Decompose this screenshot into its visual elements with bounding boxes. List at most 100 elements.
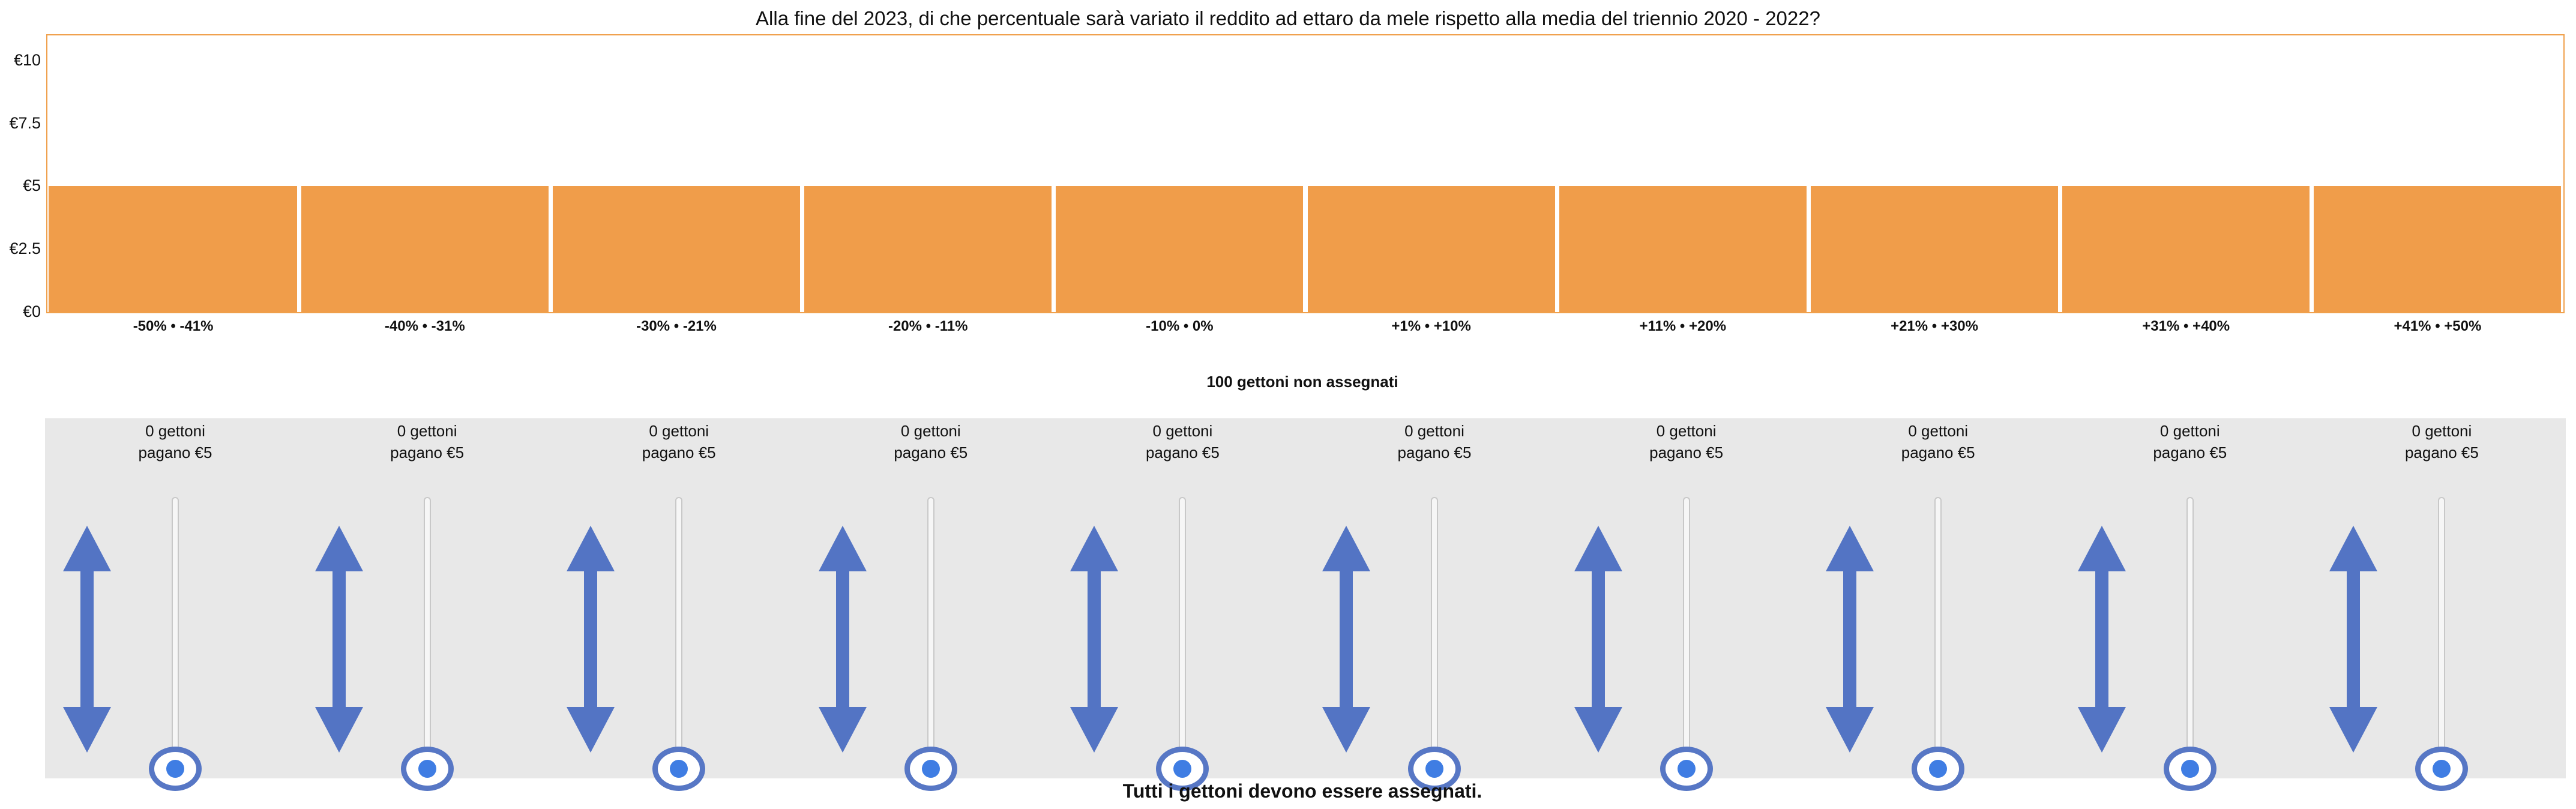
slider-track[interactable] xyxy=(2438,497,2446,756)
slider-track[interactable] xyxy=(1431,497,1438,756)
plot-area xyxy=(46,34,2565,313)
token-count-label: 0 gettoni xyxy=(1656,422,1717,440)
up-down-arrow-icon xyxy=(63,526,111,753)
up-down-arrow-icon xyxy=(818,526,867,753)
x-tick-label: -10% • 0% xyxy=(1146,318,1214,334)
x-tick-label: -20% • -11% xyxy=(888,318,968,334)
x-tick-label: +41% • +50% xyxy=(2394,318,2482,334)
slider-thumb[interactable] xyxy=(904,747,957,791)
slider-track[interactable] xyxy=(172,497,179,756)
token-count-label: 0 gettoni xyxy=(1908,422,1969,440)
x-tick-label: -50% • -41% xyxy=(133,318,214,334)
bar xyxy=(804,186,1052,312)
slider-thumb-dot xyxy=(670,760,688,778)
validation-message: Tutti i gettoni devono essere assegnati. xyxy=(1122,780,1482,802)
payout-label: pagano €5 xyxy=(642,444,716,462)
slider-info: 0 gettoni pagano €5 xyxy=(1362,420,1506,463)
question-title: Alla fine del 2023, di che percentuale s… xyxy=(756,7,1820,29)
slider-track[interactable] xyxy=(1682,497,1690,756)
payout-label: pagano €5 xyxy=(2404,444,2479,462)
x-tick-label: +11% • +20% xyxy=(1639,318,1727,334)
slider-info: 0 gettoni pagano €5 xyxy=(859,420,1003,463)
x-tick-label: +31% • +40% xyxy=(2142,318,2230,334)
slider-thumb[interactable] xyxy=(400,747,454,791)
slider-thumb[interactable] xyxy=(652,747,706,791)
payout-label: pagano €5 xyxy=(1649,444,1724,462)
slider-thumb[interactable] xyxy=(1912,747,1965,791)
slider-track[interactable] xyxy=(1179,497,1187,756)
x-tick-label: -40% • -31% xyxy=(384,318,465,334)
slider-info: 0 gettoni pagano €5 xyxy=(355,420,499,463)
slider-thumb-dot xyxy=(1677,760,1696,778)
token-count-label: 0 gettoni xyxy=(397,422,457,440)
payout-label: pagano €5 xyxy=(1397,444,1472,462)
payout-label: pagano €5 xyxy=(1901,444,1975,462)
bar xyxy=(1559,186,1807,312)
bar xyxy=(49,186,297,312)
slider-info: 0 gettoni pagano €5 xyxy=(2370,420,2514,463)
slider-thumb-dot xyxy=(166,760,184,778)
unassigned-tokens-label: 100 gettoni non assegnati xyxy=(1206,373,1398,391)
slider-thumb-dot xyxy=(418,760,436,778)
slider-thumb[interactable] xyxy=(1156,747,1209,791)
up-down-arrow-icon xyxy=(2329,526,2378,753)
slider-thumb-dot xyxy=(1425,760,1443,778)
x-tick-label: -30% • -21% xyxy=(636,318,717,334)
token-count-label: 0 gettoni xyxy=(145,422,205,440)
up-down-arrow-icon xyxy=(1574,526,1622,753)
token-count-label: 0 gettoni xyxy=(900,422,961,440)
x-tick-label: +1% • +10% xyxy=(1391,318,1471,334)
bar xyxy=(1307,186,1555,312)
slider-info: 0 gettoni pagano €5 xyxy=(1615,420,1759,463)
bar xyxy=(552,186,801,312)
y-tick-label: €10 xyxy=(13,50,41,69)
token-count-label: 0 gettoni xyxy=(1152,422,1213,440)
bar xyxy=(1056,186,1304,312)
bar xyxy=(2314,186,2562,312)
y-tick-label: €5 xyxy=(22,176,41,195)
slider-info: 0 gettoni pagano €5 xyxy=(1866,420,2010,463)
bar xyxy=(301,186,549,312)
slider-panel xyxy=(45,418,2566,778)
slider-thumb[interactable] xyxy=(2163,747,2216,791)
y-tick-label: €2.5 xyxy=(9,239,41,258)
slider-thumb-dot xyxy=(921,760,940,778)
bar xyxy=(2062,186,2310,312)
slider-info: 0 gettoni pagano €5 xyxy=(103,420,247,463)
slider-info: 0 gettoni pagano €5 xyxy=(607,420,751,463)
payout-label: pagano €5 xyxy=(1145,444,1220,462)
bar xyxy=(1810,186,2059,312)
up-down-arrow-icon xyxy=(1322,526,1370,753)
slider-track[interactable] xyxy=(2186,497,2194,756)
token-count-label: 0 gettoni xyxy=(2159,422,2220,440)
slider-thumb-dot xyxy=(2433,760,2451,778)
slider-track[interactable] xyxy=(1934,497,1942,756)
token-count-label: 0 gettoni xyxy=(649,422,709,440)
slider-thumb-dot xyxy=(2180,760,2199,778)
x-tick-label: +21% • +30% xyxy=(1891,318,1978,334)
y-tick-label: €7.5 xyxy=(9,113,41,132)
payout-label: pagano €5 xyxy=(138,444,212,462)
slider-thumb[interactable] xyxy=(1660,747,1713,791)
up-down-arrow-icon xyxy=(1826,526,1874,753)
slider-thumb[interactable] xyxy=(2415,747,2469,791)
slider-thumb-dot xyxy=(1173,760,1192,778)
payout-label: pagano €5 xyxy=(2153,444,2227,462)
token-count-label: 0 gettoni xyxy=(1404,422,1464,440)
slider-track[interactable] xyxy=(423,497,431,756)
up-down-arrow-icon xyxy=(2077,526,2126,753)
payout-label: pagano €5 xyxy=(894,444,968,462)
token-count-label: 0 gettoni xyxy=(2412,422,2472,440)
payout-label: pagano €5 xyxy=(390,444,465,462)
slider-info: 0 gettoni pagano €5 xyxy=(2118,420,2262,463)
slider-info: 0 gettoni pagano €5 xyxy=(1110,420,1254,463)
slider-track[interactable] xyxy=(927,497,934,756)
up-down-arrow-icon xyxy=(567,526,615,753)
slider-thumb[interactable] xyxy=(149,747,202,791)
bar-chart: €0 €2.5 €5 €7.5 €10 -50% • -41% -40% • -31% -30… xyxy=(0,0,2576,336)
slider-thumb[interactable] xyxy=(1408,747,1461,791)
y-tick-label: €0 xyxy=(22,302,41,320)
up-down-arrow-icon xyxy=(314,526,363,753)
slider-track[interactable] xyxy=(675,497,683,756)
slider-thumb-dot xyxy=(1929,760,1948,778)
